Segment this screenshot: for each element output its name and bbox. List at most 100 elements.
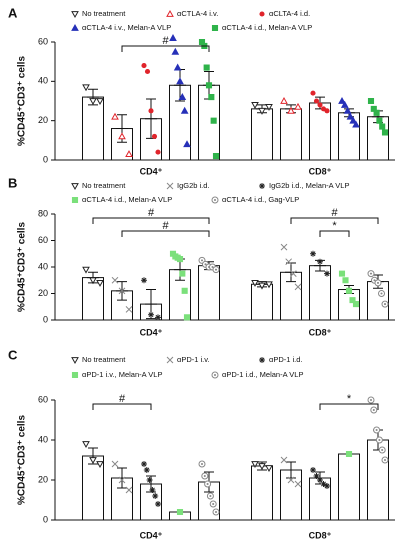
y-tick-label: 0 bbox=[43, 314, 48, 324]
bar bbox=[251, 283, 273, 321]
marker bbox=[338, 96, 346, 104]
marker bbox=[342, 277, 349, 284]
y-tick-label: 0 bbox=[43, 154, 48, 164]
marker bbox=[183, 140, 191, 148]
marker-dot bbox=[204, 263, 207, 266]
marker bbox=[381, 300, 389, 308]
marker bbox=[287, 476, 295, 484]
bar bbox=[251, 108, 273, 161]
marker-dot bbox=[211, 265, 214, 269]
marker bbox=[171, 47, 180, 55]
marker bbox=[259, 357, 265, 363]
marker bbox=[89, 457, 97, 465]
legend-label: αCLTA-4 i.d. bbox=[269, 9, 310, 18]
marker bbox=[71, 23, 79, 31]
marker bbox=[349, 116, 358, 124]
marker bbox=[289, 270, 297, 277]
y-axis-label: %CD45⁺CD3⁺ cells bbox=[17, 222, 28, 312]
significance-bracket bbox=[319, 403, 379, 410]
marker bbox=[251, 461, 259, 469]
significance-label: * bbox=[332, 220, 337, 232]
y-tick-label: 20 bbox=[38, 474, 48, 484]
marker bbox=[280, 456, 288, 464]
marker-dot bbox=[213, 373, 217, 377]
marker bbox=[205, 82, 213, 89]
significance-label: * bbox=[347, 393, 352, 405]
marker bbox=[176, 256, 184, 263]
marker bbox=[141, 63, 147, 69]
x-tick-label: CD4⁺ bbox=[140, 166, 163, 176]
marker bbox=[155, 501, 161, 507]
y-tick-label: 60 bbox=[38, 394, 48, 404]
marker bbox=[343, 106, 352, 114]
marker bbox=[313, 98, 320, 104]
marker bbox=[166, 356, 174, 364]
legend-label: No treatment bbox=[82, 181, 126, 190]
marker bbox=[96, 280, 104, 287]
marker bbox=[373, 426, 381, 434]
marker-dot bbox=[375, 428, 378, 432]
marker bbox=[166, 182, 174, 190]
marker bbox=[155, 314, 161, 321]
marker bbox=[251, 102, 259, 109]
x-tick-label: CD4⁺ bbox=[140, 530, 163, 540]
error-bar bbox=[145, 289, 157, 320]
legend-label: No treatment bbox=[82, 9, 126, 18]
marker bbox=[111, 112, 119, 120]
marker bbox=[125, 150, 133, 157]
significance-bracket bbox=[290, 217, 379, 224]
marker bbox=[211, 371, 219, 379]
marker bbox=[212, 266, 220, 274]
marker-dot bbox=[214, 268, 218, 271]
x-tick-label: CD8⁺ bbox=[309, 327, 332, 337]
marker bbox=[82, 441, 90, 449]
marker-dot bbox=[376, 281, 380, 284]
marker-dot bbox=[380, 292, 383, 295]
marker bbox=[259, 183, 265, 189]
error-bar bbox=[87, 88, 99, 106]
marker bbox=[118, 476, 126, 484]
x-tick-label: CD8⁺ bbox=[309, 530, 332, 540]
marker bbox=[179, 270, 186, 277]
marker bbox=[310, 467, 316, 473]
marker bbox=[71, 371, 79, 379]
marker bbox=[373, 109, 380, 116]
significance-label: # bbox=[331, 207, 338, 219]
marker bbox=[378, 446, 386, 454]
y-tick-label: 40 bbox=[38, 76, 48, 86]
legend-label: αCTLA-4 i.d., Melan-A VLP bbox=[222, 23, 312, 32]
marker bbox=[352, 120, 360, 128]
bar bbox=[280, 108, 302, 161]
marker bbox=[149, 487, 156, 493]
marker bbox=[208, 94, 215, 101]
marker bbox=[212, 153, 220, 160]
marker-dot bbox=[213, 198, 217, 202]
marker-dot bbox=[200, 462, 204, 466]
marker-dot bbox=[212, 502, 215, 506]
marker bbox=[294, 102, 302, 110]
y-tick-label: 20 bbox=[38, 115, 48, 125]
marker bbox=[324, 270, 330, 277]
marker bbox=[82, 266, 90, 274]
marker bbox=[211, 24, 219, 32]
marker bbox=[294, 480, 302, 488]
bar bbox=[198, 265, 220, 321]
marker bbox=[96, 98, 104, 106]
marker-dot bbox=[372, 408, 375, 412]
legend-label: IgG2b i.d., Melan-A VLP bbox=[269, 181, 349, 190]
significance-bracket bbox=[319, 230, 350, 237]
marker bbox=[376, 117, 383, 124]
marker bbox=[203, 64, 210, 71]
marker bbox=[176, 77, 184, 85]
marker bbox=[280, 96, 288, 104]
marker bbox=[324, 108, 330, 114]
marker bbox=[178, 93, 187, 100]
legend-label: αCTLA-4 i.v. bbox=[177, 9, 218, 18]
y-tick-label: 40 bbox=[38, 434, 48, 444]
panel-label: B bbox=[8, 175, 17, 190]
marker-dot bbox=[369, 398, 373, 402]
marker bbox=[345, 287, 353, 294]
marker bbox=[258, 282, 266, 290]
marker bbox=[345, 450, 353, 458]
